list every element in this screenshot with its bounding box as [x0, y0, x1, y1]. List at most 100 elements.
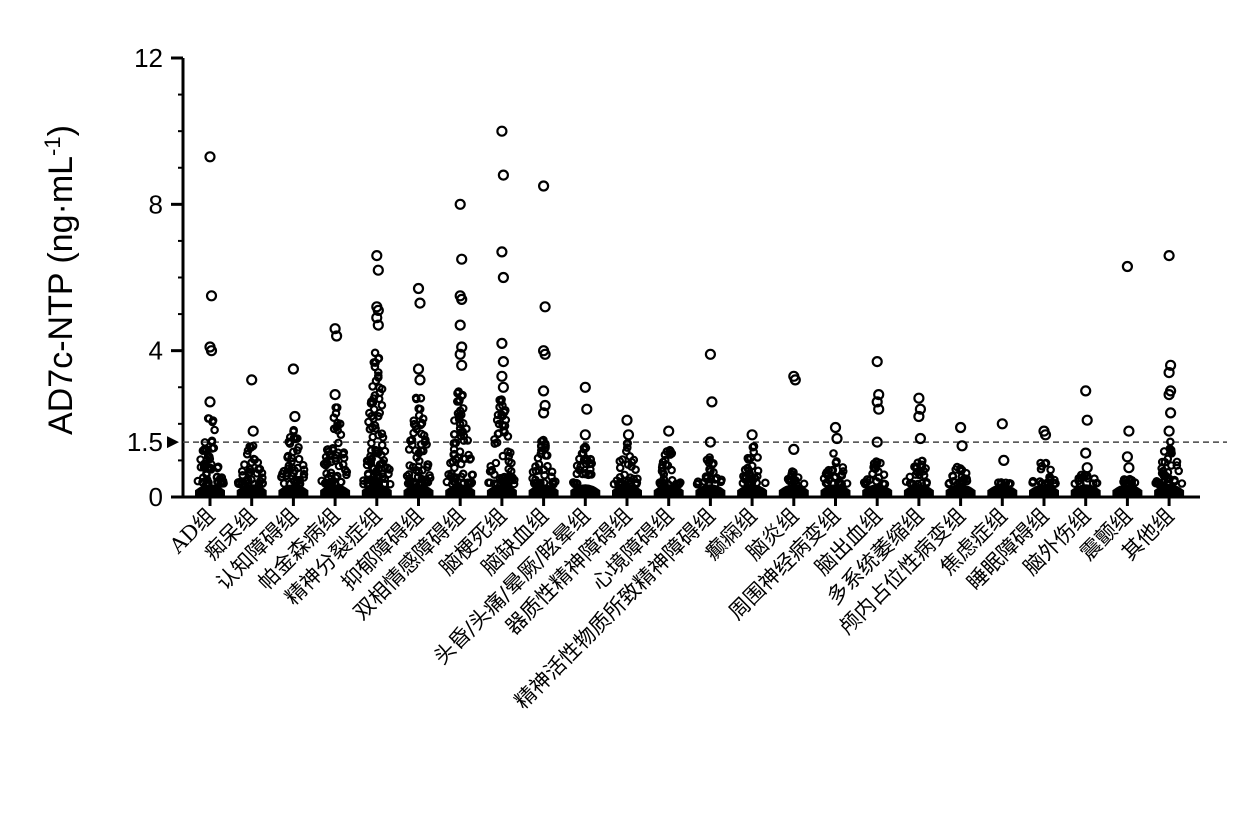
outlier-point [372, 304, 384, 316]
data-point [367, 411, 377, 421]
outlier-point [496, 125, 508, 137]
outlier-point [622, 429, 635, 441]
data-point [299, 469, 309, 479]
outlier-point [914, 403, 927, 415]
data-point [831, 472, 840, 482]
data-point [412, 453, 422, 462]
data-point [953, 479, 962, 489]
outlier-point [1081, 462, 1093, 474]
data-point [196, 455, 205, 464]
outlier-point [537, 385, 550, 397]
category-points [1070, 385, 1102, 497]
outlier-point [621, 414, 633, 426]
y-tick-label: 1.5 [127, 427, 163, 457]
data-point [411, 465, 421, 475]
data-point [495, 402, 504, 412]
data-point [539, 478, 549, 488]
outlier-point [456, 293, 468, 305]
data-point [333, 418, 342, 428]
data-point [838, 467, 848, 476]
data-point [490, 470, 499, 479]
outlier-point [414, 297, 426, 309]
data-point [468, 470, 478, 480]
data-point [449, 477, 458, 486]
reference-arrow-marker [167, 436, 179, 449]
data-point [284, 437, 294, 447]
y-tick-label: 0 [149, 482, 163, 512]
outlier-point [579, 381, 591, 393]
data-point [744, 465, 754, 475]
outlier-point [205, 290, 218, 302]
category-points [692, 348, 726, 497]
data-point [1001, 478, 1011, 488]
data-point [371, 445, 380, 455]
data-point [909, 479, 918, 489]
x-axis [181, 495, 1200, 506]
data-point [288, 447, 298, 457]
data-point [292, 475, 302, 485]
data-point [244, 469, 254, 479]
data-point [659, 474, 669, 484]
outlier-point [704, 436, 717, 448]
outlier-point [1039, 429, 1052, 441]
data-point [615, 463, 625, 473]
data-point [917, 456, 927, 466]
category-points [1112, 260, 1143, 497]
data-point [359, 479, 368, 489]
outlier-point [412, 282, 425, 295]
category-points [528, 180, 560, 497]
data-point [1172, 457, 1182, 467]
data-point [911, 462, 921, 471]
dense-point-cluster [403, 484, 434, 497]
data-point [208, 417, 217, 427]
data-point [587, 459, 597, 468]
data-point [486, 461, 496, 471]
data-point [409, 479, 419, 489]
data-point [905, 472, 915, 482]
data-point [622, 443, 632, 452]
outlier-point [1163, 389, 1175, 401]
data-point [1051, 479, 1060, 488]
data-point [744, 455, 753, 464]
category-points [193, 151, 228, 497]
data-point [631, 465, 640, 475]
data-point [572, 478, 581, 488]
category-points [568, 381, 601, 497]
data-point [250, 479, 259, 489]
outlier-point [372, 319, 384, 331]
data-point [459, 454, 468, 464]
data-point [633, 474, 642, 484]
data-point [247, 458, 257, 467]
data-point [1040, 459, 1050, 468]
data-point [1158, 466, 1168, 476]
outlier-point [1080, 447, 1092, 459]
data-point [205, 452, 214, 462]
data-point [872, 461, 881, 470]
data-point [913, 479, 923, 489]
data-point [258, 478, 268, 488]
outlier-point [539, 399, 551, 412]
data-point [369, 358, 379, 367]
outlier-point [456, 341, 468, 353]
outlier-point [998, 454, 1010, 466]
data-point [213, 478, 223, 487]
data-point [372, 466, 381, 476]
category-points [859, 356, 893, 497]
outlier-point [871, 436, 883, 448]
outlier-point [329, 323, 341, 335]
outlier-point [829, 421, 842, 434]
data-point [499, 407, 509, 417]
data-point [624, 476, 634, 485]
data-point [956, 464, 965, 473]
outlier-point [1121, 260, 1134, 273]
data-point [202, 475, 212, 485]
data-point [406, 436, 415, 446]
data-point [740, 465, 750, 475]
data-point [339, 453, 349, 463]
data-point [666, 446, 675, 456]
data-point [210, 425, 219, 435]
y-tick-label: 8 [149, 189, 163, 219]
outlier-point [1121, 451, 1134, 463]
data-point [627, 457, 637, 467]
outlier-point [539, 301, 551, 313]
